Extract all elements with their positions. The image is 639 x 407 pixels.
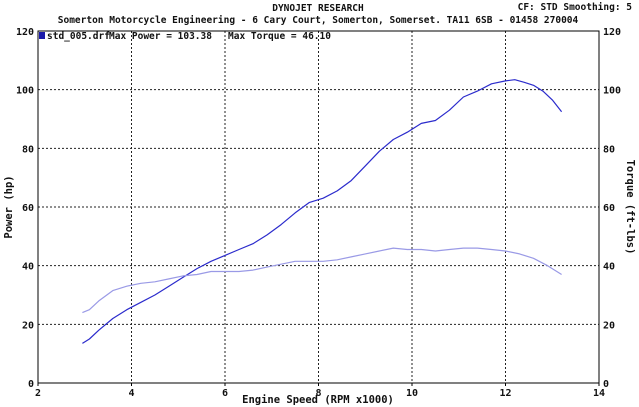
series-lines <box>82 79 563 344</box>
settings-label: CF: STD Smoothing: 5 <box>518 2 633 13</box>
y-tick-label-left: 40 <box>22 262 34 273</box>
y-tick-label-left: 80 <box>22 144 34 155</box>
power-curve-line <box>82 79 563 344</box>
legend-swatch <box>39 32 45 39</box>
torque-curve-line <box>82 247 562 314</box>
x-tick-label: 10 <box>406 388 418 399</box>
legend-max-power: Max Power = 103.38 <box>109 31 212 42</box>
x-tick-label: 2 <box>35 388 41 399</box>
y-tick-label-left: 120 <box>16 27 34 38</box>
y-tick-label-right: 0 <box>603 379 609 390</box>
y-tick-label-right: 40 <box>603 262 615 273</box>
x-tick-label: 8 <box>315 388 321 399</box>
grid <box>38 31 599 383</box>
x-tick-label: 12 <box>499 388 511 399</box>
y-tick-label-right: 20 <box>603 320 615 331</box>
y-tick-label-right: 80 <box>603 144 615 155</box>
y-axis-label-right: Torque (ft-lbs) <box>624 160 636 255</box>
y-tick-label-left: 20 <box>22 320 34 331</box>
y-tick-label-right: 100 <box>603 86 621 97</box>
y-tick-label-right: 60 <box>603 203 615 214</box>
chart-subtitle: Somerton Motorcycle Engineering - 6 Cary… <box>58 15 579 26</box>
chart-title: DYNOJET RESEARCH <box>272 3 364 14</box>
legend-run-name: std_005.drf <box>47 31 110 42</box>
y-tick-label-right: 120 <box>603 27 621 38</box>
y-tick-label-left: 100 <box>16 86 34 97</box>
x-tick-label: 4 <box>128 388 134 399</box>
y-tick-label-left: 60 <box>22 203 34 214</box>
y-tick-label-left: 0 <box>28 379 34 390</box>
legend-max-torque: Max Torque = 46.10 <box>228 31 331 42</box>
x-tick-label: 6 <box>222 388 228 399</box>
x-tick-label: 14 <box>593 388 605 399</box>
x-axis-label: Engine Speed (RPM x1000) <box>242 394 394 406</box>
legend: std_005.drf Max Power = 103.38 Max Torqu… <box>39 31 331 42</box>
y-axis-label-left: Power (hp) <box>3 175 15 238</box>
